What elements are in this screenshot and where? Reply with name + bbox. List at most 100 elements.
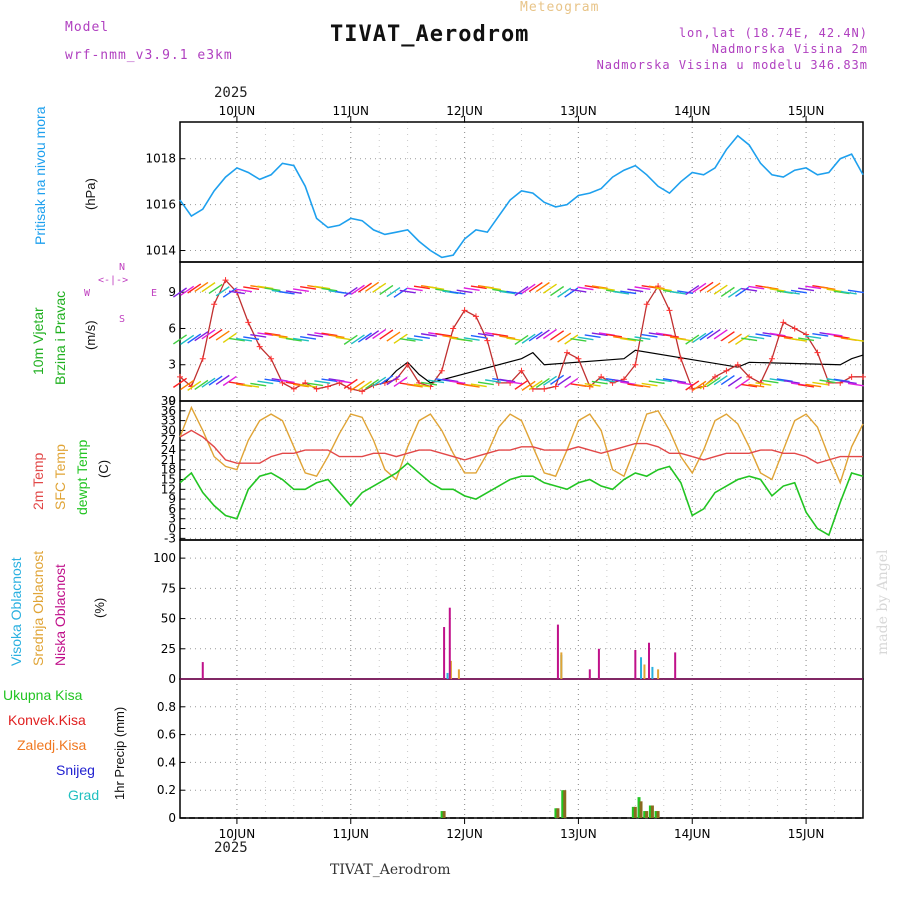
wind-direction-barb xyxy=(577,383,594,388)
wind-speed-point xyxy=(643,301,650,308)
wind-direction-barb xyxy=(577,336,594,341)
wind-direction-barb xyxy=(499,335,516,340)
wind-direction-barb xyxy=(713,375,728,386)
wind-direction-barb xyxy=(655,287,672,292)
wind-direction-barb xyxy=(399,338,416,342)
precip-bar xyxy=(650,805,654,818)
year-top: 2025 xyxy=(214,85,248,101)
wind-direction-barb xyxy=(314,332,331,336)
wind-direction-barb xyxy=(449,380,466,385)
wind-direction-barb xyxy=(357,282,372,293)
wind-direction-barb xyxy=(257,380,274,385)
wind-direction-barb xyxy=(215,330,230,341)
cloud-bar xyxy=(651,666,654,679)
wind-direction-barb xyxy=(285,381,302,386)
lonlat-label: lon,lat (18.74E, 42.4N) xyxy=(678,26,868,40)
wind-direction-barb xyxy=(620,337,637,342)
wind-direction-barb xyxy=(187,283,202,294)
wind-direction-barb xyxy=(180,285,195,296)
wind-direction-barb xyxy=(769,288,786,292)
wind-speed-point xyxy=(814,349,821,356)
wind-direction-barb xyxy=(634,383,651,388)
wind-speed-point xyxy=(632,361,639,368)
wind-direction-barb xyxy=(386,375,401,386)
wind-direction-barb xyxy=(699,330,714,341)
x-day-label-top: 15JUN xyxy=(788,104,825,118)
wind-direction-barb xyxy=(798,337,815,342)
wind-direction-barb xyxy=(173,287,187,298)
wind-direction-barb xyxy=(372,328,387,340)
wind-direction-barb xyxy=(634,336,651,341)
wind-direction-barb xyxy=(741,337,758,342)
wind-direction-barb xyxy=(406,287,423,292)
precip-bar xyxy=(633,806,637,818)
wind-direction-barb xyxy=(727,333,742,344)
cloud-bar xyxy=(657,669,660,679)
y-tick-label: 50 xyxy=(161,612,176,626)
wind-speed-point xyxy=(472,313,479,320)
wind-direction-barb xyxy=(435,288,452,293)
wind-direction-barb xyxy=(670,290,687,295)
wind-direction-barb xyxy=(208,283,223,295)
model-label: Model xyxy=(65,20,110,35)
panel-frame xyxy=(179,121,864,263)
y-tick-label: 15 xyxy=(161,472,176,486)
wind-speed-point xyxy=(290,385,297,392)
y-tick-label: 0 xyxy=(168,672,176,686)
temp-2m-line xyxy=(179,429,863,464)
wind-direction-barb xyxy=(477,381,494,386)
wind-direction-barb xyxy=(442,335,459,339)
cloud-bar xyxy=(457,669,460,679)
wind-direction-barb xyxy=(485,286,502,291)
wind-direction-barb xyxy=(713,284,728,295)
wind-direction-barb xyxy=(222,287,237,298)
wind-speed-point xyxy=(746,373,753,380)
wind-direction-barb xyxy=(720,286,735,297)
wind-direction-barb xyxy=(769,378,786,382)
wind-direction-barb xyxy=(201,329,216,340)
wind-direction-barb xyxy=(300,383,317,388)
wind-direction-barb xyxy=(449,290,466,295)
cloud-bar xyxy=(448,607,451,679)
wind-direction-barb xyxy=(257,332,274,337)
wind-speed-point xyxy=(268,355,275,362)
wind-direction-barb xyxy=(591,285,608,290)
wind-speed-point xyxy=(450,325,457,332)
wind-model-line xyxy=(384,349,864,384)
wind-speed-point xyxy=(677,355,684,362)
wind-direction-barb xyxy=(584,382,601,387)
cloud-bar xyxy=(647,642,650,679)
cloud-bar xyxy=(560,652,563,679)
y-tick-label: 0 xyxy=(168,811,176,825)
cloud-bar xyxy=(634,649,637,679)
cloud-bar xyxy=(640,657,643,679)
wind-speed-point xyxy=(575,355,582,362)
wind-direction-barb xyxy=(790,289,807,294)
wind-direction-barb xyxy=(685,334,700,345)
precip-bar xyxy=(554,808,558,818)
precip-bar xyxy=(643,811,647,818)
wind-direction-barb xyxy=(833,378,850,383)
wind-direction-barb xyxy=(748,285,765,290)
wind-direction-barb xyxy=(535,329,550,340)
wind-speed-point xyxy=(438,367,445,374)
wind-direction-barb xyxy=(706,376,721,388)
wind-direction-barb xyxy=(521,283,536,294)
wind-direction-barb xyxy=(379,329,394,340)
wind-direction-barb xyxy=(335,379,352,384)
y-tick-label: 25 xyxy=(161,642,176,656)
compass-s: S xyxy=(119,314,126,325)
pressure-line xyxy=(179,134,864,259)
wind-direction-barb xyxy=(598,287,615,291)
x-day-label-top: 12JUN xyxy=(446,104,483,118)
wind-direction-barb xyxy=(564,287,579,298)
wind-speed-point xyxy=(359,388,366,395)
precip-bar xyxy=(637,797,641,818)
y-tick-label: 21 xyxy=(161,453,176,467)
wind-direction-barb xyxy=(748,335,765,340)
wind-direction-barb xyxy=(570,288,587,293)
wind-direction-barb xyxy=(570,337,587,342)
cloud-bar xyxy=(201,662,204,679)
wind-direction-barb xyxy=(741,287,758,292)
wind-direction-barb xyxy=(173,334,187,345)
